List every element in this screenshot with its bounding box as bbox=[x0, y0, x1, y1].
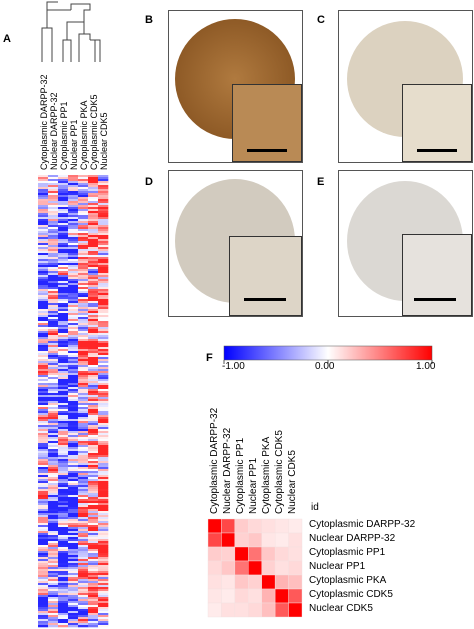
heatmap-cell bbox=[207, 532, 222, 548]
heatmap-cell bbox=[207, 602, 222, 618]
heatmap-a-col-label: Nuclear CDK5 bbox=[99, 112, 109, 170]
heatmap-cell bbox=[221, 518, 236, 534]
heatmap-cell bbox=[234, 518, 249, 534]
heatmap-cell bbox=[207, 518, 222, 534]
heatmap-cell bbox=[207, 574, 222, 590]
heatmap-cell bbox=[248, 560, 262, 576]
tma-image-d bbox=[168, 170, 303, 317]
heatmap-f-col-label: Cytoplasmic DARPP-32 bbox=[209, 407, 220, 514]
heatmap-cell bbox=[288, 588, 303, 604]
heatmap-cell bbox=[274, 560, 289, 576]
heatmap-f-row-label: Cytoplasmic CDK5 bbox=[309, 589, 393, 600]
heatmap-cell bbox=[248, 546, 262, 562]
colorbar-max-label: 1.00 bbox=[416, 361, 436, 372]
heatmap-a-col-label: Cytoplasmic CDK5 bbox=[89, 94, 99, 170]
heatmap-f-col-label: Cytoplasmic CDK5 bbox=[274, 430, 285, 514]
heatmap-f-col-label: Nuclear DARPP-32 bbox=[222, 427, 233, 514]
heatmap-cell bbox=[288, 546, 303, 562]
heatmap-f-col-label: Nuclear CDK5 bbox=[287, 450, 298, 514]
heatmap-f-row-label: Cytoplasmic DARPP-32 bbox=[309, 519, 416, 530]
inset-b bbox=[232, 84, 302, 162]
heatmap-cell bbox=[261, 560, 276, 576]
heatmap-cell bbox=[234, 574, 249, 590]
heatmap-cell bbox=[261, 574, 276, 590]
colorbar-min-label: -1.00 bbox=[222, 361, 245, 372]
heatmap-cell bbox=[274, 546, 289, 562]
colorbar bbox=[223, 345, 433, 364]
heatmap-cell bbox=[234, 588, 249, 604]
heatmap-f-col-label: Cytoplasmic PP1 bbox=[235, 437, 246, 514]
heatmap-cell bbox=[221, 532, 236, 548]
tma-image-e bbox=[338, 170, 473, 317]
heatmap-cell bbox=[234, 546, 249, 562]
scale-bar bbox=[414, 298, 456, 301]
tma-image-c bbox=[338, 10, 473, 163]
heatmap-cell bbox=[207, 588, 222, 604]
heatmap-f-row-label: Nuclear DARPP-32 bbox=[309, 533, 396, 544]
panel-label-f: F bbox=[206, 352, 213, 364]
id-label: id bbox=[311, 502, 319, 513]
heatmap-cell bbox=[261, 518, 276, 534]
heatmap-a-col-label: Nuclear PP1 bbox=[69, 119, 79, 170]
panel-label-d: D bbox=[145, 176, 153, 188]
heatmap-f-row-label: Nuclear CDK5 bbox=[309, 603, 373, 614]
heatmap-a-col-label: Nuclear DARPP-32 bbox=[49, 92, 59, 170]
dendrogram bbox=[41, 1, 101, 62]
heatmap-cell bbox=[207, 560, 222, 576]
heatmap-cell bbox=[288, 518, 303, 534]
heatmap-f-row-label: Cytoplasmic PKA bbox=[309, 575, 387, 586]
heatmap-cell bbox=[288, 560, 303, 576]
heatmap-cell bbox=[288, 602, 303, 618]
heatmap-a-col-label: Cytoplasmic PP1 bbox=[59, 101, 69, 170]
heatmap-cell bbox=[221, 574, 236, 590]
panel-label-a: A bbox=[3, 33, 11, 45]
panel-label-c: C bbox=[317, 14, 325, 26]
heatmap-cell bbox=[274, 602, 289, 618]
scale-bar bbox=[247, 149, 287, 152]
heatmap-cell bbox=[234, 560, 249, 576]
heatmap-cell bbox=[234, 532, 249, 548]
heatmap-cell bbox=[274, 518, 289, 534]
colorbar-mid-label: 0.00 bbox=[315, 361, 335, 372]
heatmap-a-image bbox=[38, 175, 109, 628]
heatmap-cell bbox=[274, 532, 289, 548]
heatmap-cell bbox=[261, 532, 276, 548]
heatmap-cell bbox=[207, 546, 222, 562]
heatmap-f-row-label: Nuclear PP1 bbox=[309, 561, 366, 572]
heatmap-cell bbox=[248, 602, 262, 618]
heatmap-cell bbox=[248, 574, 262, 590]
heatmap-cell bbox=[288, 574, 303, 590]
heatmap-cell bbox=[274, 588, 289, 604]
heatmap-f-col-label: Cytoplasmic PKA bbox=[261, 436, 272, 514]
heatmap-cell bbox=[261, 602, 276, 618]
heatmap-cell bbox=[261, 546, 276, 562]
heatmap-f-col-label: Nuclear PP1 bbox=[248, 457, 259, 514]
heatmap-cell bbox=[221, 560, 236, 576]
heatmap-f-row-label: Cytoplasmic PP1 bbox=[309, 547, 386, 558]
heatmap-cell bbox=[248, 588, 262, 604]
heatmap-cell bbox=[234, 602, 249, 618]
inset-e bbox=[402, 234, 472, 316]
heatmap-cell bbox=[288, 532, 303, 548]
heatmap-cell bbox=[221, 546, 236, 562]
heatmap-cell bbox=[274, 574, 289, 590]
scale-bar bbox=[244, 298, 286, 301]
panel-label-e: E bbox=[317, 176, 325, 188]
heatmap-a-col-label: Cytoplasmic DARPP-32 bbox=[39, 74, 49, 170]
inset-d bbox=[229, 236, 302, 316]
scale-bar bbox=[417, 149, 457, 152]
heatmap-cell bbox=[221, 588, 236, 604]
tma-image-b bbox=[168, 10, 303, 163]
panel-label-b: B bbox=[145, 14, 153, 26]
correlation-heatmap bbox=[207, 518, 303, 618]
heatmap-cell bbox=[221, 602, 236, 618]
heatmap-a-col-label: Cytoplasmic PKA bbox=[79, 100, 89, 170]
heatmap-cell bbox=[248, 518, 262, 534]
heatmap-cell bbox=[261, 588, 276, 604]
heatmap-cell bbox=[248, 532, 262, 548]
